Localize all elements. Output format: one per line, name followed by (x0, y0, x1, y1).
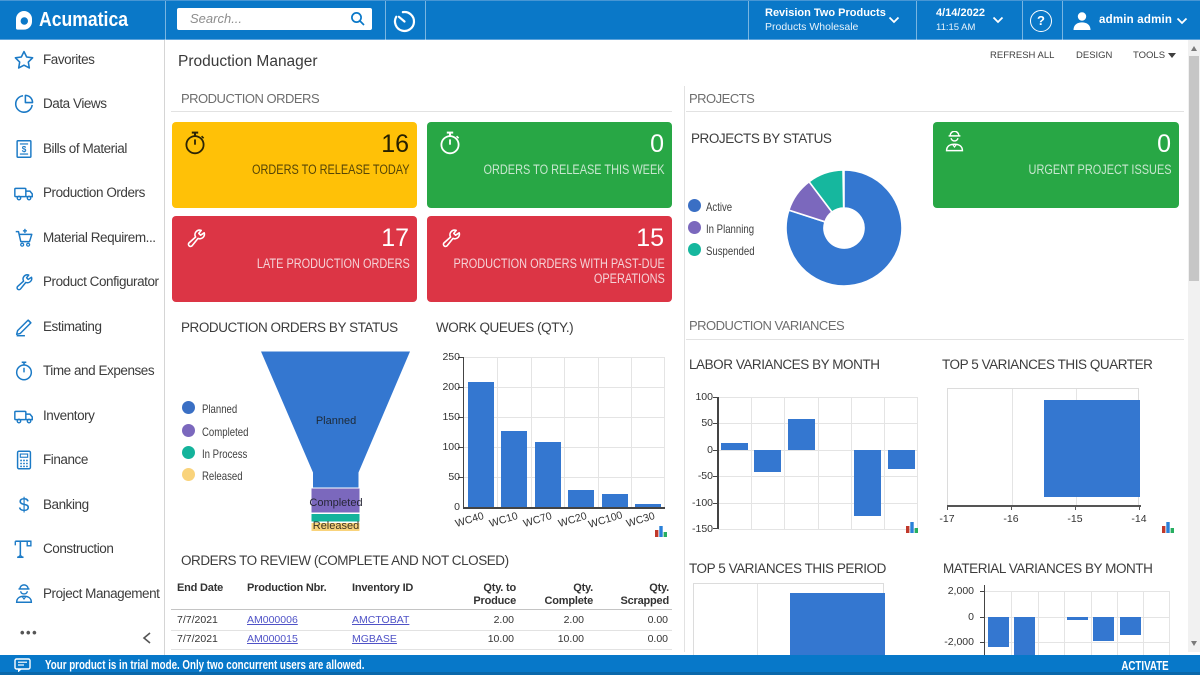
svg-text:$: $ (19, 495, 30, 516)
svg-text:$: $ (22, 145, 27, 154)
